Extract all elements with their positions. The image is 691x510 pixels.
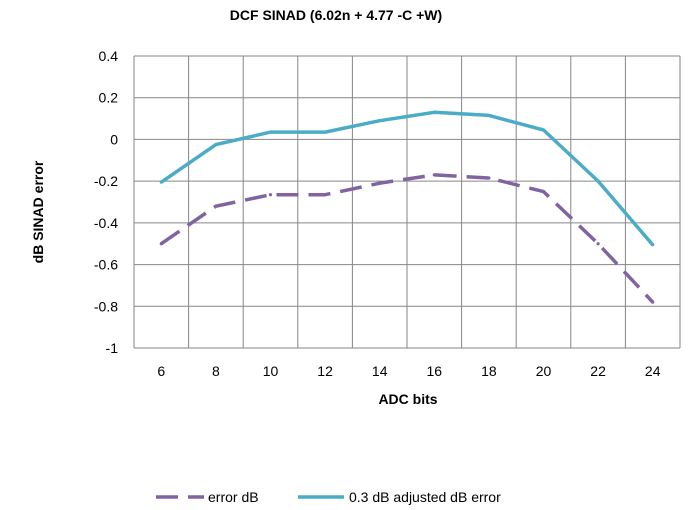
series-line-2 [160, 110, 655, 246]
data-point [487, 113, 491, 118]
y-tick-label: 0 [110, 131, 118, 147]
data-point [214, 143, 218, 147]
data-point [378, 119, 382, 123]
x-tick-label: 10 [263, 363, 279, 379]
y-axis-ticks: 0.4 0.2 0 -0.2 -0.4 -0.6 -0.8 -1 [94, 48, 118, 356]
legend-label-1: error dB [208, 489, 259, 505]
data-point [432, 110, 436, 114]
x-tick-label: 24 [645, 363, 661, 379]
data-point [651, 300, 655, 304]
data-point [432, 173, 436, 177]
series-lines [159, 110, 655, 304]
data-point [378, 181, 382, 185]
data-point [541, 128, 546, 132]
data-point [159, 242, 163, 246]
x-tick-label: 8 [212, 363, 220, 379]
data-point [651, 243, 655, 247]
chart-axes [133, 56, 680, 349]
data-point [323, 130, 327, 134]
x-tick-label: 6 [157, 363, 165, 379]
data-point [596, 179, 600, 183]
chart-title: DCF SINAD (6.02n + 4.77 -C +W) [230, 7, 442, 23]
data-point [323, 193, 327, 197]
data-point [596, 242, 600, 246]
x-tick-label: 22 [590, 363, 606, 379]
data-point [268, 193, 273, 197]
y-tick-label: -1 [106, 340, 119, 356]
x-tick-label: 14 [372, 363, 388, 379]
data-point [159, 180, 163, 184]
legend-label-2: 0.3 dB adjusted dB error [349, 489, 501, 505]
data-point [541, 189, 546, 194]
data-point [268, 130, 273, 134]
grid-lines [133, 55, 681, 349]
y-tick-label: -0.6 [94, 257, 118, 273]
series-line-1 [160, 173, 654, 304]
x-axis-title: ADC bits [378, 391, 437, 407]
y-tick-label: 0.2 [99, 90, 119, 106]
x-tick-label: 12 [317, 363, 333, 379]
data-point [214, 204, 218, 208]
y-tick-label: -0.4 [94, 215, 118, 231]
legend: error dB 0.3 dB adjusted dB error [156, 489, 501, 505]
y-tick-label: -0.2 [94, 173, 118, 189]
y-axis-title: dB SINAD error [30, 160, 46, 263]
x-tick-label: 20 [536, 363, 552, 379]
x-tick-label: 18 [481, 363, 497, 379]
x-tick-label: 16 [427, 363, 443, 379]
data-point [487, 176, 491, 180]
y-tick-label: 0.4 [99, 48, 119, 64]
x-axis-ticks: 6 8 10 12 14 16 18 20 22 24 [157, 363, 660, 379]
y-tick-label: -0.8 [94, 298, 118, 314]
